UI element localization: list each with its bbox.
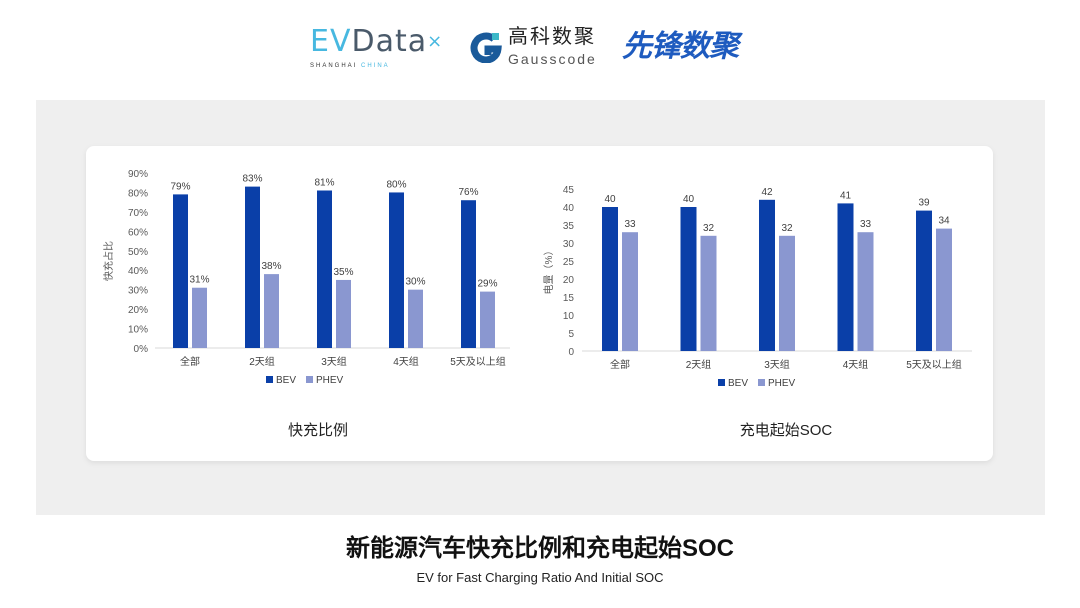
x-tick-label: 5天及以上组	[450, 355, 506, 368]
data-label: 40	[683, 194, 695, 205]
bev-bar	[916, 210, 932, 351]
y-tick-label: 50%	[128, 247, 148, 258]
data-label: 42	[761, 187, 773, 198]
phev-bar	[264, 274, 279, 348]
bev-bar	[389, 192, 404, 348]
phev-bar	[779, 235, 795, 351]
x-tick-label: 4天组	[393, 355, 419, 368]
data-label: 31%	[189, 275, 209, 286]
y-tick-label: 45	[563, 185, 575, 196]
data-label: 33	[860, 219, 872, 230]
phev-bar	[700, 235, 717, 351]
page-title: 新能源汽车快充比例和充电起始SOC	[345, 535, 734, 562]
y-tick-label: 0%	[134, 344, 149, 355]
y-axis-label: 快充占比	[102, 241, 115, 281]
y-tick-label: 60%	[128, 227, 148, 238]
x-tick-label: 3天组	[764, 358, 790, 371]
phev-bar	[192, 287, 207, 348]
chart-card: 0% 10% 20% 30% 40% 50% 60% 70% 80% 90% 快充占比全部 79% 31…	[86, 146, 993, 461]
data-label: 33	[624, 219, 636, 230]
y-tick-label: 70%	[128, 208, 148, 219]
gausscode-mark-icon	[470, 32, 502, 63]
phev-bar	[408, 289, 423, 348]
y-tick-label: 40%	[128, 266, 148, 277]
phev-bar	[936, 228, 952, 351]
x-tick-label: 2天组	[686, 358, 712, 371]
data-label: 41	[840, 190, 852, 201]
evdata-wordmark: EVData×	[310, 24, 444, 59]
logo-bar: EVData× SHANGHAI CHINA 高科数聚 Gausscode 先锋数…	[0, 0, 1080, 90]
bev-bar	[759, 199, 775, 351]
legend-swatch	[306, 376, 313, 383]
data-label: 76%	[458, 187, 478, 198]
bev-bar	[602, 207, 618, 351]
bev-bar	[173, 194, 188, 348]
y-tick-label: 10%	[128, 325, 148, 336]
phev-bar	[480, 291, 495, 348]
gausscode-logo: 高科数聚 Gausscode	[470, 24, 597, 69]
data-label: 32	[781, 223, 793, 234]
evdata-logo: EVData× SHANGHAI CHINA	[310, 24, 443, 71]
legend-label: PHEV	[316, 375, 344, 386]
evdata-tagline: SHANGHAI CHINA	[310, 63, 390, 69]
y-tick-label: 20%	[128, 305, 148, 316]
chart-title: 快充比例	[288, 422, 348, 439]
data-label: 83%	[242, 174, 262, 185]
page-subtitle: EV for Fast Charging Ratio And Initial S…	[416, 570, 664, 585]
data-label: 29%	[477, 279, 497, 290]
legend-swatch	[718, 379, 725, 386]
data-label: 30%	[405, 277, 425, 288]
data-label: 35%	[333, 267, 353, 278]
phev-bar	[857, 232, 874, 351]
legend-swatch	[758, 379, 765, 386]
xianfeng-logo: 先锋数聚	[622, 30, 739, 63]
y-tick-label: 35	[563, 221, 575, 232]
data-label: 40	[604, 194, 616, 205]
y-axis-label: 电量（%）	[542, 246, 555, 295]
y-tick-label: 40	[563, 203, 575, 214]
legend-swatch	[266, 376, 273, 383]
x-tick-label: 3天组	[321, 355, 347, 368]
data-label: 32	[703, 223, 715, 234]
bev-bar	[245, 186, 260, 348]
y-tick-label: 20	[563, 275, 575, 286]
bev-bar	[837, 203, 854, 351]
bev-bar	[461, 200, 476, 348]
data-label: 34	[938, 216, 950, 227]
y-tick-label: 30%	[128, 286, 148, 297]
phev-bar	[622, 232, 638, 351]
data-label: 79%	[170, 181, 190, 192]
data-label: 39	[918, 198, 930, 209]
y-tick-label: 0	[568, 347, 574, 358]
x-tick-label: 全部	[610, 358, 630, 371]
y-tick-label: 90%	[128, 169, 148, 180]
y-tick-label: 5	[568, 329, 574, 340]
bev-bar	[680, 207, 697, 351]
y-tick-label: 25	[563, 257, 575, 268]
phev-bar	[336, 279, 351, 348]
legend-label: BEV	[276, 375, 296, 386]
x-tick-label: 2天组	[249, 355, 275, 368]
x-tick-label: 5天及以上组	[906, 358, 962, 371]
legend-label: BEV	[728, 378, 748, 389]
x-tick-label: 全部	[180, 355, 200, 368]
y-tick-label: 15	[563, 293, 575, 304]
data-label: 38%	[261, 261, 281, 272]
y-tick-label: 10	[563, 311, 575, 322]
legend-label: PHEV	[768, 378, 796, 389]
data-label: 81%	[314, 178, 334, 189]
bev-bar	[317, 190, 332, 348]
gausscode-en: Gausscode	[508, 51, 597, 67]
x-tick-label: 4天组	[843, 358, 869, 371]
y-tick-label: 80%	[128, 188, 148, 199]
chart-title: 充电起始SOC	[740, 422, 833, 439]
gausscode-cn: 高科数聚	[508, 26, 596, 48]
y-tick-label: 30	[563, 239, 575, 250]
data-label: 80%	[386, 179, 406, 190]
